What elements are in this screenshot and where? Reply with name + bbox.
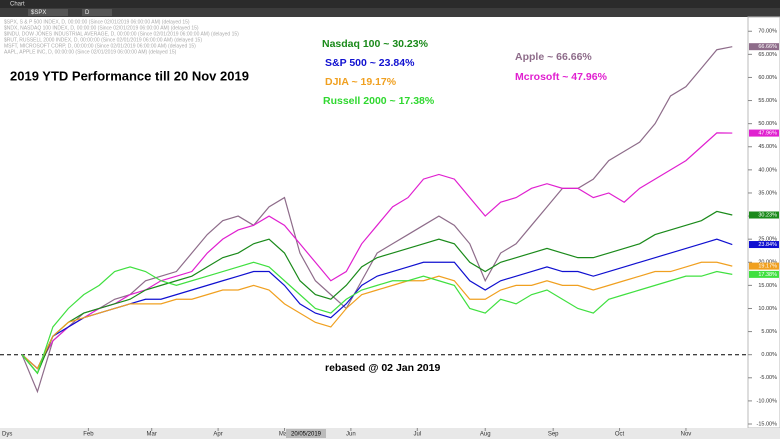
interval-box[interactable] (82, 9, 112, 16)
y-tick-label: 60.00% (758, 75, 777, 81)
y-tick-label: 25.00% (758, 237, 777, 243)
annotation: Mcrosoft ~ 47.96% (515, 71, 608, 83)
x-tick-label: May (279, 432, 290, 438)
x-tick-label: Nov (681, 432, 692, 438)
y-tick-label: 65.00% (758, 52, 777, 58)
end-label-box (749, 262, 779, 270)
end-label: 66.66% (758, 44, 777, 50)
series-line (21, 261, 733, 375)
y-tick-label: 40.00% (758, 167, 777, 173)
x-tick-label: Feb (83, 432, 94, 438)
x-tick-label: Aug (480, 432, 491, 438)
annotation: Apple ~ 66.66% (515, 51, 592, 63)
x-tick-label: Sep (548, 432, 559, 438)
x-axis-panel (0, 428, 780, 439)
x-tick-label: Mar (147, 432, 157, 438)
x-tick-label: Jun (346, 432, 356, 438)
symbol-box[interactable] (28, 9, 68, 16)
x-tick-label: Jul (413, 432, 421, 438)
y-tick-label: -10.00% (757, 398, 778, 404)
end-label: 19.17% (758, 264, 777, 270)
end-label: 30.23% (758, 212, 777, 218)
annotation: rebased @ 02 Jan 2019 (325, 362, 440, 374)
y-tick-label: 10.00% (758, 306, 777, 312)
annotation: Nasdaq 100 ~ 30.23% (322, 38, 429, 50)
header-line: $INDU, DOW JONES INDUSTRIAL AVERAGE, D, … (4, 31, 239, 37)
y-tick-label: 5.00% (761, 329, 777, 335)
toolbar (0, 8, 780, 17)
annotation: S&P 500 ~ 23.84% (325, 57, 415, 69)
end-label-box (749, 129, 779, 137)
cursor-label-box (286, 429, 326, 438)
series-line (21, 238, 733, 370)
end-label-box (749, 211, 779, 219)
y-tick-label: 55.00% (758, 98, 777, 104)
annotation: DJIA ~ 19.17% (325, 76, 397, 88)
end-label-box (749, 241, 779, 249)
header-line: $RUT, RUSSELL 2000 INDEX, D, 00:00:00 (S… (4, 37, 202, 43)
x-tick-label: Apr (213, 432, 222, 438)
end-label: 17.38% (758, 272, 777, 278)
end-label: 47.96% (758, 131, 777, 137)
symbol[interactable]: $SPX (31, 10, 46, 16)
y-tick-label: 35.00% (758, 190, 777, 196)
y-tick-label: 50.00% (758, 121, 777, 127)
y-tick-label: 45.00% (758, 144, 777, 150)
header-line: $NDX, NASDAQ 100 INDEX, D, 00:00:00 (Sin… (4, 25, 199, 31)
series-line (21, 210, 733, 375)
chart-title: 2019 YTD Performance till 20 Nov 2019 (10, 68, 249, 83)
y-tick-label: 70.00% (758, 29, 777, 35)
annotation: Russell 2000 ~ 17.38% (323, 95, 435, 107)
header-line: AAPL, APPLE INC, D, 00:00:00 (Since 02/0… (4, 49, 177, 55)
series-line (21, 132, 733, 370)
cursor-label: 20/05/2019 (291, 432, 322, 438)
y-tick-label: -5.00% (760, 375, 778, 381)
y-tick-label: 0.00% (761, 352, 777, 358)
title-bar (0, 0, 780, 8)
tab[interactable]: Chart (10, 2, 25, 8)
end-label-box (749, 43, 779, 51)
end-label: 23.84% (758, 242, 777, 248)
y-tick-label: -15.00% (757, 421, 778, 427)
x-axis-label: Dys (2, 432, 12, 438)
series-line (21, 261, 733, 370)
header-line: MSFT, MICROSOFT CORP, D, 00:00:00 (Since… (4, 43, 196, 49)
x-tick-label: Oct (615, 432, 625, 438)
interval[interactable]: D (85, 10, 90, 16)
end-label-box (749, 270, 779, 278)
y-axis-panel (747, 16, 780, 429)
series-line (21, 46, 733, 394)
header-line: $SPX, S & P 500 INDEX, D, 00:00:00 (Sinc… (4, 19, 190, 25)
y-tick-label: 15.00% (758, 283, 777, 289)
